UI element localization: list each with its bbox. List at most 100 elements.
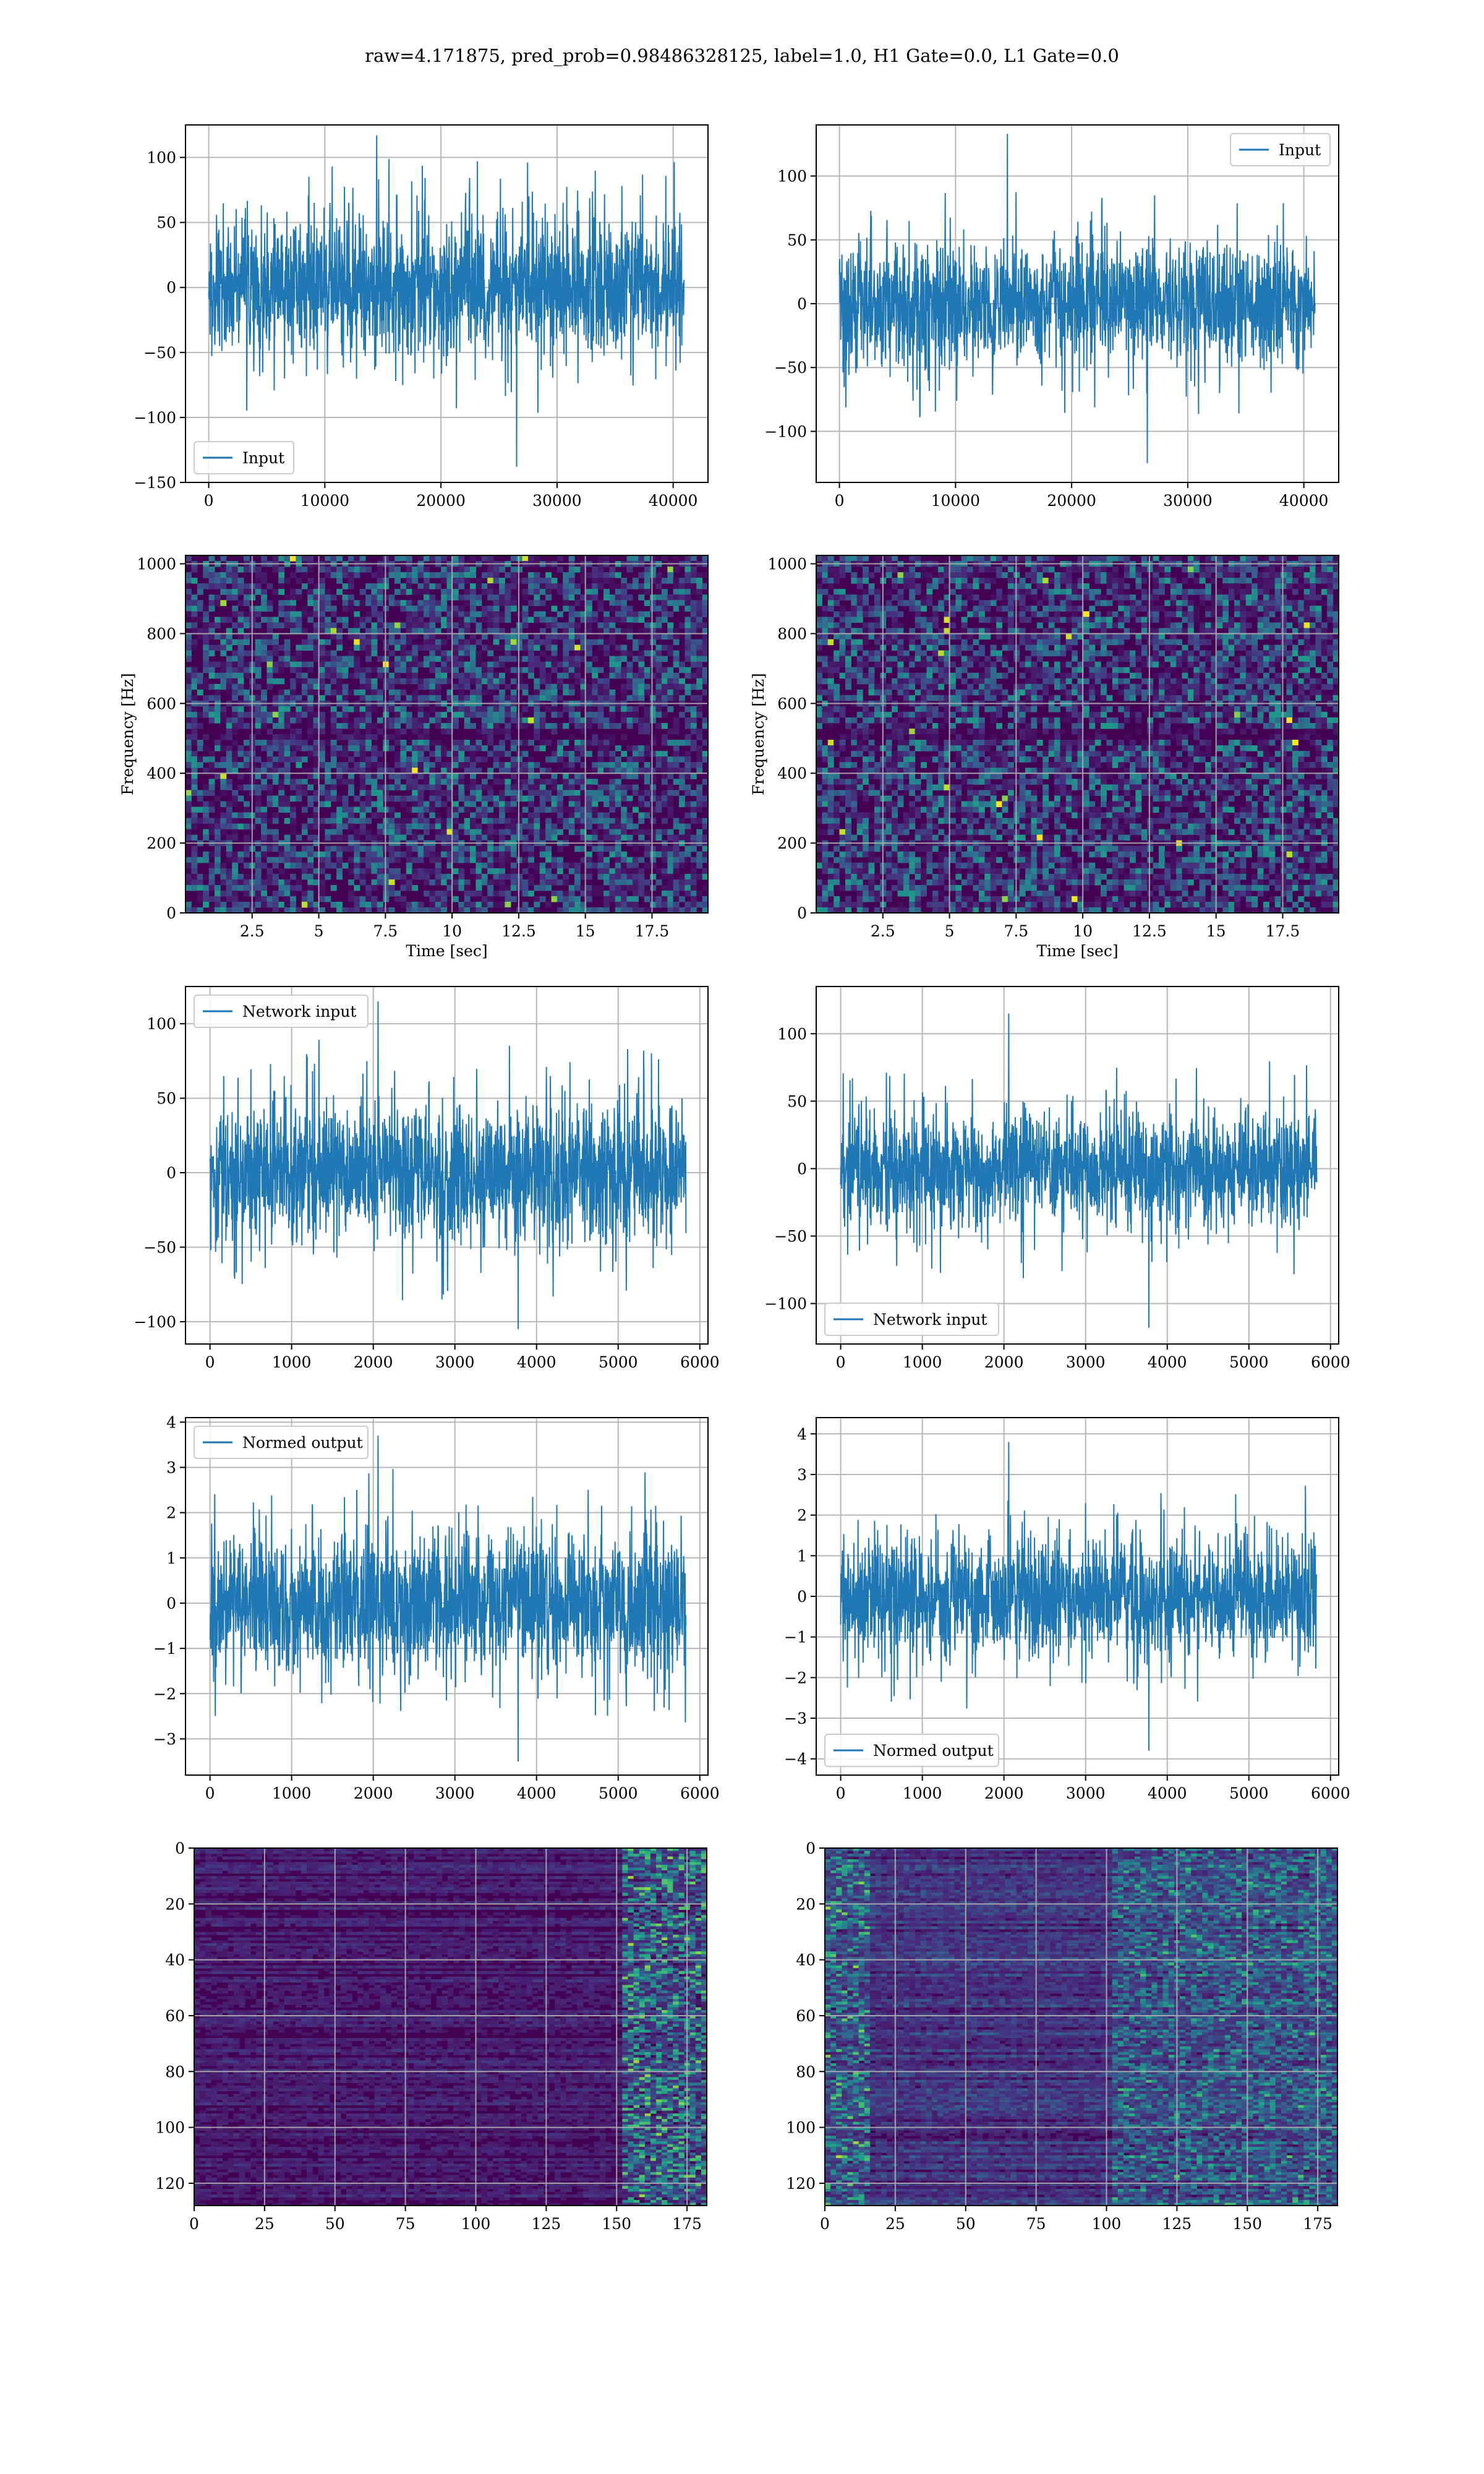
heatmap-cell xyxy=(313,768,320,774)
heatmap-cell xyxy=(359,868,366,875)
heatmap-cell xyxy=(702,795,708,802)
heatmap-cell xyxy=(429,622,436,629)
heatmap-cell xyxy=(580,812,587,819)
heatmap-cell xyxy=(615,868,621,875)
heatmap-cell xyxy=(679,740,686,746)
heatmap-cell xyxy=(301,829,308,836)
heatmap-cell xyxy=(220,734,227,740)
heatmap-cell xyxy=(237,656,244,662)
heatmap-cell xyxy=(255,784,262,790)
heatmap-cell xyxy=(313,740,320,746)
heatmap-cell xyxy=(1310,589,1316,595)
heatmap-cell xyxy=(435,896,441,902)
legend-label: Input xyxy=(1279,141,1321,159)
heatmap-cell xyxy=(318,717,325,724)
heatmap-cell xyxy=(568,683,575,690)
heatmap-cell xyxy=(1269,555,1276,562)
heatmap-cell xyxy=(539,628,546,635)
heatmap-cell xyxy=(1164,567,1171,573)
heatmap-cell xyxy=(232,711,239,718)
heatmap-cell xyxy=(441,650,448,657)
heatmap-cell xyxy=(1263,594,1269,601)
heatmap-cell xyxy=(510,845,517,852)
heatmap-cell xyxy=(527,790,534,796)
heatmap-cell xyxy=(690,650,697,657)
heatmap-cell xyxy=(290,896,296,902)
heatmap-cell xyxy=(1065,600,1072,606)
heatmap-cell xyxy=(255,639,262,646)
heatmap-cell xyxy=(650,779,657,785)
heatmap-cell xyxy=(696,711,703,718)
heatmap-cell xyxy=(423,583,430,589)
heatmap-cell xyxy=(191,639,198,646)
heatmap-cell xyxy=(301,901,308,908)
heatmap-cell xyxy=(1094,594,1101,601)
heatmap-cell xyxy=(417,617,424,623)
heatmap-cell xyxy=(452,683,459,690)
heatmap-cell xyxy=(464,896,471,902)
heatmap-cell xyxy=(973,606,979,612)
heatmap-cell xyxy=(551,578,558,584)
heatmap-cell xyxy=(592,812,599,819)
heatmap-cell xyxy=(592,790,599,796)
heatmap-cell xyxy=(822,611,829,617)
heatmap-cell xyxy=(348,823,354,830)
heatmap-cell xyxy=(1205,583,1212,589)
heatmap-cell xyxy=(208,683,215,690)
heatmap-cell xyxy=(354,572,360,578)
heatmap-cell xyxy=(626,768,633,774)
heatmap-cell xyxy=(1170,555,1177,562)
heatmap-cell xyxy=(563,896,569,902)
heatmap-cell xyxy=(892,633,898,640)
heatmap-cell xyxy=(1025,555,1031,562)
heatmap-cell xyxy=(661,901,668,908)
heatmap-cell xyxy=(580,639,587,646)
heatmap-cell xyxy=(475,829,482,836)
heatmap-cell xyxy=(429,633,436,640)
heatmap-cell xyxy=(272,818,279,824)
heatmap-cell xyxy=(632,611,639,617)
heatmap-cell xyxy=(1315,606,1322,612)
heatmap-cell xyxy=(284,650,291,657)
heatmap-cell xyxy=(348,740,354,746)
heatmap-cell xyxy=(435,606,441,612)
heatmap-cell xyxy=(446,884,453,891)
heatmap-cell xyxy=(702,606,708,612)
heatmap-cell xyxy=(684,706,691,713)
heatmap-cell xyxy=(522,857,529,863)
heatmap-cell xyxy=(470,756,477,763)
heatmap-cell xyxy=(423,740,430,746)
heatmap-cell xyxy=(621,706,628,713)
heatmap-cell xyxy=(186,656,192,662)
heatmap-cell xyxy=(197,678,203,685)
heatmap-cell xyxy=(296,834,302,841)
heatmap-cell xyxy=(203,639,210,646)
heatmap-cell xyxy=(510,667,517,674)
heatmap-cell xyxy=(626,857,633,863)
heatmap-cell xyxy=(1193,589,1200,595)
heatmap-cell xyxy=(290,678,296,685)
heatmap-cell xyxy=(539,845,546,852)
heatmap-cell xyxy=(684,834,691,841)
heatmap-cell xyxy=(400,728,407,735)
heatmap-cell xyxy=(603,896,610,902)
heatmap-cell xyxy=(278,695,285,701)
heatmap-cell xyxy=(388,650,395,657)
heatmap-cell xyxy=(1019,600,1026,606)
heatmap-cell xyxy=(191,773,198,779)
heatmap-cell xyxy=(690,644,697,651)
heatmap-cell xyxy=(232,751,239,757)
heatmap-cell xyxy=(1292,567,1298,573)
heatmap-cell xyxy=(615,706,621,713)
heatmap-cell xyxy=(261,745,268,751)
heatmap-cell xyxy=(186,667,192,674)
heatmap-cell xyxy=(336,834,343,841)
heatmap-cell xyxy=(429,706,436,713)
heatmap-cell xyxy=(632,756,639,763)
heatmap-cell xyxy=(673,650,680,657)
heatmap-cell xyxy=(255,873,262,880)
heatmap-cell xyxy=(371,695,378,701)
heatmap-cell xyxy=(1333,628,1339,635)
heatmap-cell xyxy=(267,829,273,836)
heatmap-cell xyxy=(1077,594,1084,601)
